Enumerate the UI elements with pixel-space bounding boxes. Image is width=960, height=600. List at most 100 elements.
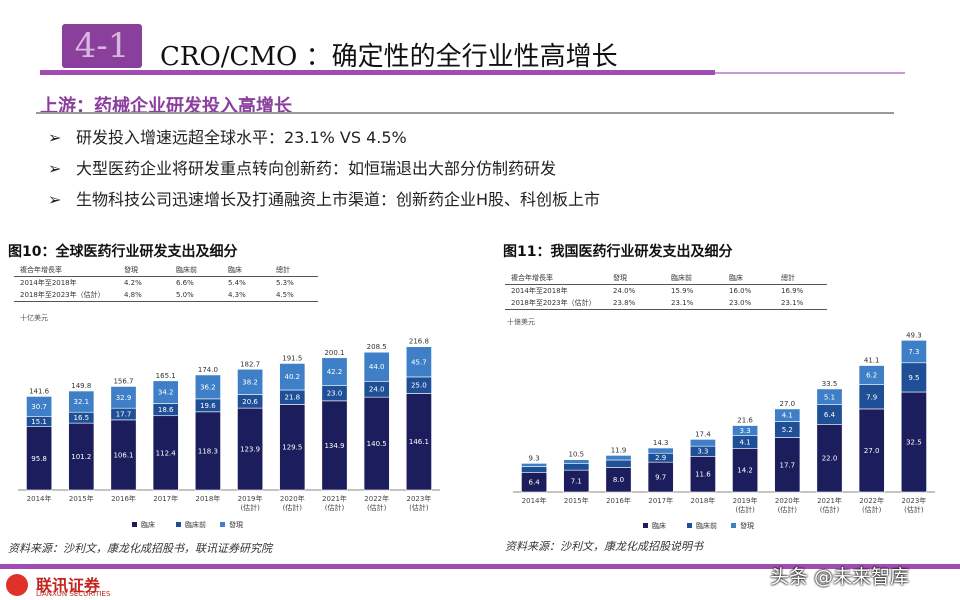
cagr-header-cell: 總計 <box>775 272 827 285</box>
cagr-cell: 5.0% <box>170 289 222 302</box>
bar-segment <box>194 411 221 491</box>
bar-segment <box>68 390 95 413</box>
x-tick-label: 2021年 <box>322 494 347 503</box>
bar-total-label: 41.1 <box>864 357 880 365</box>
bar-segment <box>900 391 927 493</box>
bar-segment <box>279 404 306 491</box>
logo-en-text: LIANXUN SECURITIES <box>36 590 111 598</box>
bar-value-label: 146.1 <box>409 438 429 446</box>
bar-segment <box>405 393 432 491</box>
watermark: 头条 @未来智库 <box>770 566 910 588</box>
figure-10-title: 图10：全球医药行业研发支出及细分 <box>8 244 238 260</box>
bar-segment <box>521 466 548 473</box>
figure-11-unit: 十億美元 <box>507 318 535 326</box>
cagr-cell: 5.3% <box>276 279 294 287</box>
bar-segment <box>816 388 843 405</box>
cagr-header-cell: 發現 <box>607 272 665 285</box>
bar-value-label: 42.2 <box>327 368 343 376</box>
legend-swatch <box>643 523 648 528</box>
arrow-right-icon: ➢ <box>48 159 62 178</box>
bar-segment <box>279 363 306 391</box>
legend-swatch <box>687 523 692 528</box>
arrow-right-icon: ➢ <box>48 128 62 147</box>
bar-value-label: 27.0 <box>864 447 880 455</box>
section-number-badge: 4-1 <box>62 24 142 68</box>
page-title: CRO/CMO ：确定性的全行业性高增长 <box>160 42 618 72</box>
bar-total-label: 191.5 <box>282 354 302 362</box>
bar-value-label: 22.0 <box>822 455 838 463</box>
x-tick-label: (估計) <box>735 505 755 514</box>
cagr-cell: 16.9% <box>781 287 804 295</box>
bar-value-label: 6.4 <box>529 479 541 487</box>
bar-total-label: 10.5 <box>569 451 585 459</box>
bar-segment <box>732 448 759 493</box>
legend-label: 臨床 <box>652 521 666 530</box>
cagr-cell: 23.1% <box>665 297 723 310</box>
figure-11-title: 图11：我国医药行业研发支出及细分 <box>503 244 733 260</box>
footer-bar <box>0 564 960 569</box>
title-underline <box>40 70 715 75</box>
bar-value-label: 140.5 <box>367 440 387 448</box>
x-tick-label: 2020年 <box>775 496 800 505</box>
bar-segment <box>858 384 885 410</box>
x-tick-label: (估計) <box>409 503 429 512</box>
bar-value-label: 17.7 <box>116 411 132 419</box>
bar-total-label: 165.1 <box>156 372 176 380</box>
figure-11-chart: 6.4 9.3 2014年 7.1 10.5 2015年 8.0 11.9 2016年 9.7 2.… <box>513 331 935 530</box>
section-number: 4-1 <box>74 26 130 66</box>
bar-value-label: 38.2 <box>242 378 258 386</box>
legend-label: 發現 <box>740 521 754 530</box>
x-tick-label: 2017年 <box>153 494 178 503</box>
bar-value-label: 4.1 <box>740 439 751 447</box>
cagr-cell: 23.1% <box>775 297 827 310</box>
bar-value-label: 3.3 <box>697 448 708 456</box>
bar-total-label: 156.7 <box>113 377 133 385</box>
bar-value-label: 95.8 <box>31 455 47 463</box>
cagr-cell: 4.5% <box>270 289 318 302</box>
bar-value-label: 129.5 <box>282 444 302 452</box>
bullet-list: ➢ 研发投入增速远超全球水平：23.1% VS 4.5% ➢ 大型医药企业将研发重点… <box>48 122 600 215</box>
x-tick-label: (估計) <box>904 505 924 514</box>
bar-value-label: 32.5 <box>906 439 922 447</box>
bullet-item: ➢ 大型医药企业将研发重点转向创新药：如恒瑞退出大部分仿制药研发 <box>48 153 600 184</box>
bar-value-label: 118.3 <box>198 447 218 455</box>
figure-10-source: 资料来源：沙利文，康龙化成招股书，联讯证券研究院 <box>8 542 272 555</box>
bar-segment <box>26 396 53 418</box>
bar-value-label: 36.2 <box>200 383 216 391</box>
legend-label: 臨床 <box>141 520 155 529</box>
bar-value-label: 17.7 <box>780 461 796 469</box>
x-tick-label: 2019年 <box>238 494 263 503</box>
bar-value-label: 21.8 <box>285 394 301 402</box>
bar-segment <box>732 425 759 436</box>
bullet-text: 研发投入增速远超全球水平：23.1% VS 4.5% <box>76 128 407 147</box>
x-tick-label: 2016年 <box>111 494 136 503</box>
cagr-header-cell: 複合年增長率 <box>14 264 118 277</box>
bar-value-label: 134.9 <box>324 442 344 450</box>
bar-segment <box>68 422 95 491</box>
cagr-header-cell: 臨床前 <box>170 264 222 277</box>
x-tick-label: 2015年 <box>69 494 94 503</box>
x-tick-label: 2020年 <box>280 494 305 503</box>
legend-label: 發現 <box>229 520 243 529</box>
x-tick-label: 2016年 <box>606 496 631 505</box>
bar-value-label: 123.9 <box>240 446 260 454</box>
bar-value-label: 112.4 <box>156 449 177 457</box>
bar-value-label: 11.6 <box>695 471 711 479</box>
bar-value-label: 6.2 <box>866 372 877 380</box>
bar-value-label: 32.1 <box>74 398 90 406</box>
cagr-cell: 16.0% <box>729 287 752 295</box>
bar-segment <box>563 463 590 471</box>
bar-segment <box>605 455 632 461</box>
bar-value-label: 2.9 <box>655 454 666 462</box>
bar-total-label: 208.5 <box>367 343 387 351</box>
bar-segment <box>237 407 264 491</box>
cagr-cell: 2018年至2023年（估計） <box>14 289 118 302</box>
bar-value-label: 15.1 <box>31 418 47 426</box>
x-tick-label: 2023年 <box>901 496 926 505</box>
bar-value-label: 40.2 <box>285 373 301 381</box>
legend-swatch <box>132 522 137 527</box>
bar-value-label: 25.0 <box>411 382 427 390</box>
bar-value-label: 7.1 <box>571 478 582 486</box>
legend-label: 臨床前 <box>185 520 206 529</box>
bar-value-label: 3.3 <box>740 427 751 435</box>
